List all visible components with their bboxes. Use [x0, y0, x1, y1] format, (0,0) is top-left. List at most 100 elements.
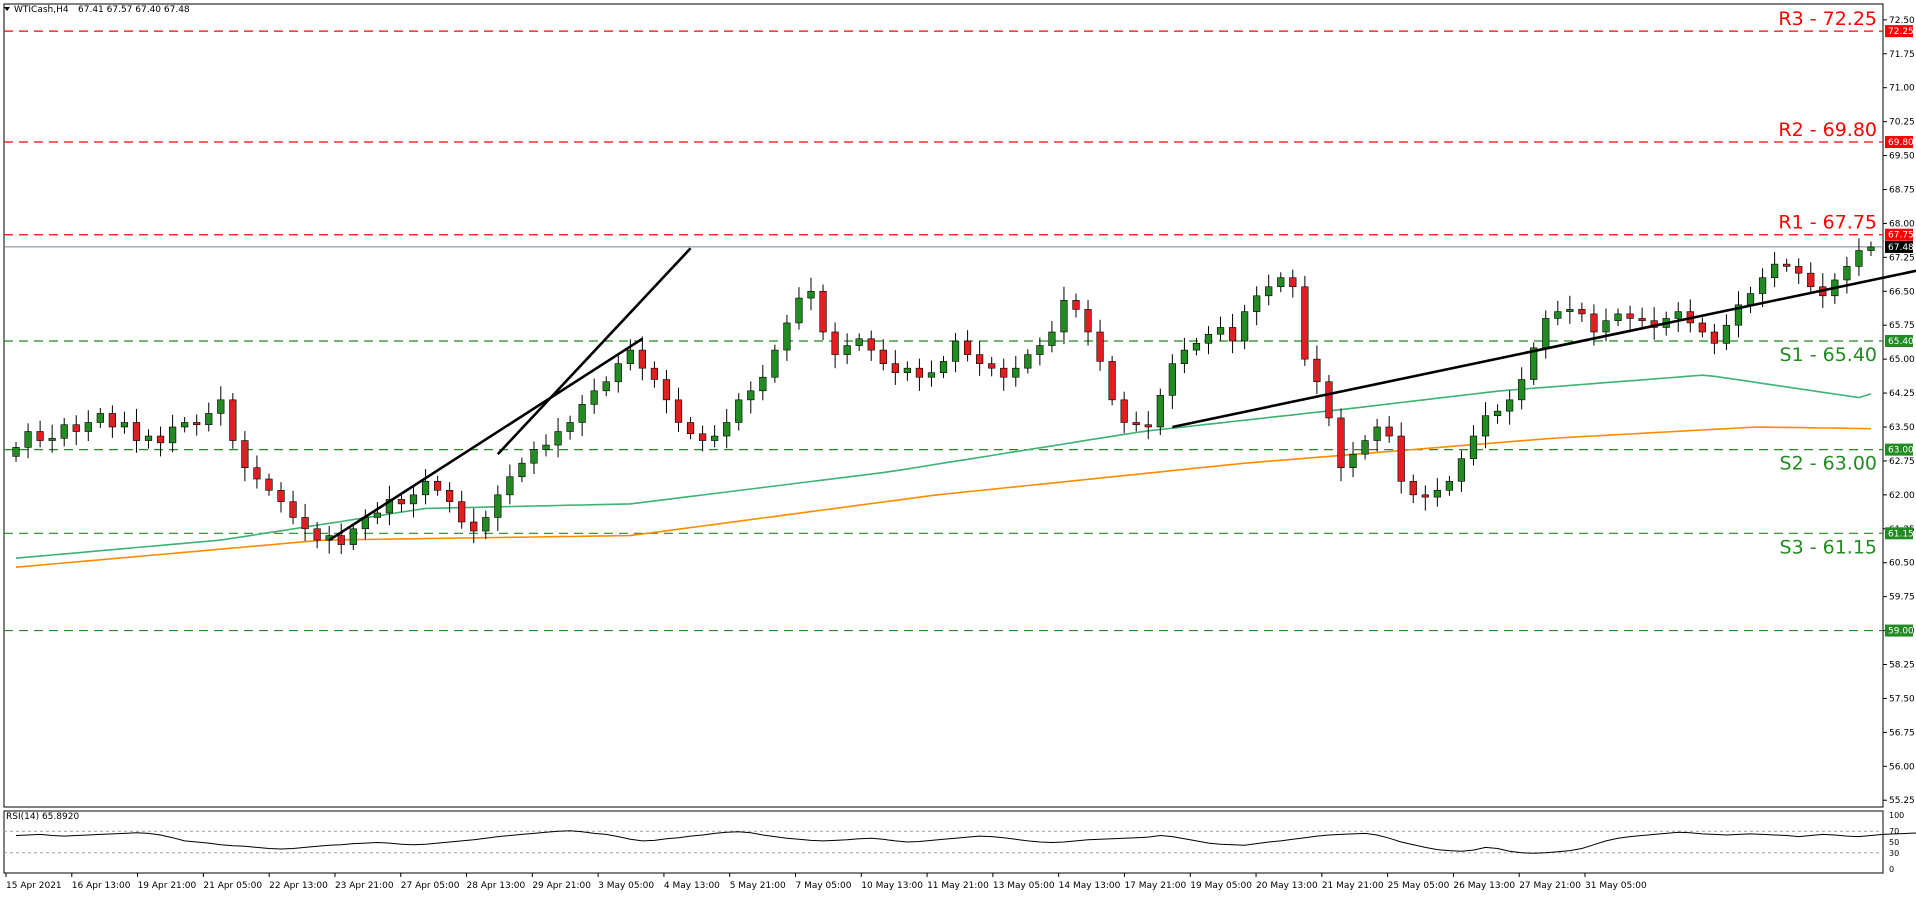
candle: [1626, 305, 1634, 330]
candle-body: [373, 512, 381, 518]
candle-body: [1421, 494, 1429, 498]
candle: [1722, 314, 1731, 351]
candle: [1204, 326, 1213, 355]
y-tick-label: 56.00: [1889, 762, 1915, 772]
axis-tag-r3: [1885, 25, 1913, 38]
candle-body: [807, 290, 815, 299]
candle: [976, 341, 984, 376]
candle-body: [458, 501, 466, 523]
rsi-level-label: 30: [1889, 849, 1899, 858]
candle-body: [385, 499, 394, 514]
candle-body: [638, 349, 646, 369]
candle: [181, 417, 189, 433]
candle-body: [1578, 309, 1586, 315]
candle-body: [1795, 266, 1803, 274]
candle: [1144, 411, 1152, 440]
price-axis: 72.50 71.75 71.00 70.25 69.50 68.75 68.00 67.25…: [1883, 16, 1915, 806]
candle-body: [156, 435, 165, 444]
candle-body: [108, 413, 116, 428]
candle-body: [506, 476, 514, 496]
candle: [1253, 286, 1261, 326]
axis-tag-s2: [1885, 443, 1913, 456]
rsi-line: [15, 830, 1916, 854]
candle: [1674, 302, 1682, 332]
candle: [1361, 435, 1369, 460]
y-tick-label: 64.25: [1889, 389, 1915, 399]
candle: [1120, 391, 1128, 434]
candle-body: [1783, 263, 1791, 267]
x-tick-label: 17 May 21:00: [1124, 881, 1186, 891]
candle: [602, 376, 610, 397]
candle: [650, 361, 659, 388]
candle: [530, 441, 538, 475]
candle: [927, 360, 936, 387]
candle-body: [1132, 422, 1140, 426]
candle: [1048, 321, 1056, 353]
x-tick-label: 26 May 13:00: [1453, 881, 1515, 891]
candle-body: [1710, 331, 1719, 344]
candle: [1518, 367, 1526, 410]
candle: [494, 485, 502, 532]
candle-body: [771, 349, 779, 378]
symbol-timeframe-label: WTICash,H4: [14, 5, 69, 15]
candle-body: [494, 494, 502, 518]
candle-body: [1144, 424, 1152, 428]
candle: [1397, 422, 1405, 494]
candle-body: [1542, 318, 1550, 349]
candle-body: [1469, 435, 1478, 459]
level-label-r1: R1 - 67.75: [1778, 212, 1877, 234]
candle: [819, 284, 827, 341]
chart-menu-arrow-icon[interactable]: [4, 7, 10, 11]
candle-body: [96, 413, 104, 423]
y-tick-label: 68.75: [1889, 185, 1915, 195]
candle-body: [1012, 367, 1020, 378]
candle: [614, 355, 622, 393]
candle: [771, 344, 779, 383]
candle: [120, 411, 129, 434]
candle: [759, 365, 767, 401]
candle-body: [554, 431, 562, 446]
candle-body: [530, 449, 538, 464]
candle-body: [1698, 322, 1706, 333]
trendline-3: [1172, 269, 1916, 429]
candle-body: [578, 404, 586, 423]
candle-body: [421, 480, 430, 496]
axis-tag-current-price: [1885, 240, 1913, 253]
candle-body: [229, 399, 237, 441]
candle-body: [301, 517, 309, 530]
candle: [590, 378, 598, 414]
candle: [48, 424, 56, 453]
candle-body: [1072, 300, 1080, 310]
candle: [879, 339, 887, 371]
candle: [1325, 374, 1333, 427]
candle: [132, 408, 141, 453]
axis-tag-label-r2: 69.80: [1888, 138, 1914, 148]
candle-body: [144, 435, 153, 441]
candle: [1554, 300, 1562, 326]
candle: [1493, 404, 1502, 424]
candle-body: [1120, 399, 1128, 423]
candle: [1228, 313, 1237, 354]
candle: [1216, 316, 1225, 342]
candle: [229, 393, 237, 449]
candle-body: [831, 331, 839, 355]
x-tick-label: 4 May 13:00: [664, 881, 720, 891]
candle: [1783, 258, 1791, 272]
candle: [1433, 478, 1441, 507]
candle: [1506, 390, 1514, 425]
candle: [1457, 450, 1466, 493]
candle-body: [1734, 304, 1743, 326]
candle: [1578, 302, 1586, 323]
support-resistance-levels: R3 - 72.25 R2 - 69.80 R1 - 67.75 S1 - 65.40…: [4, 8, 1883, 632]
candle: [1277, 272, 1285, 293]
y-tick-label: 63.50: [1889, 423, 1915, 433]
candle: [1108, 355, 1116, 406]
candle: [1265, 274, 1273, 306]
y-tick-label: 68.00: [1889, 219, 1915, 229]
candle-body: [1722, 324, 1731, 344]
candle: [891, 350, 899, 385]
axis-tag-s3: [1885, 527, 1913, 540]
candle-body: [662, 379, 671, 401]
